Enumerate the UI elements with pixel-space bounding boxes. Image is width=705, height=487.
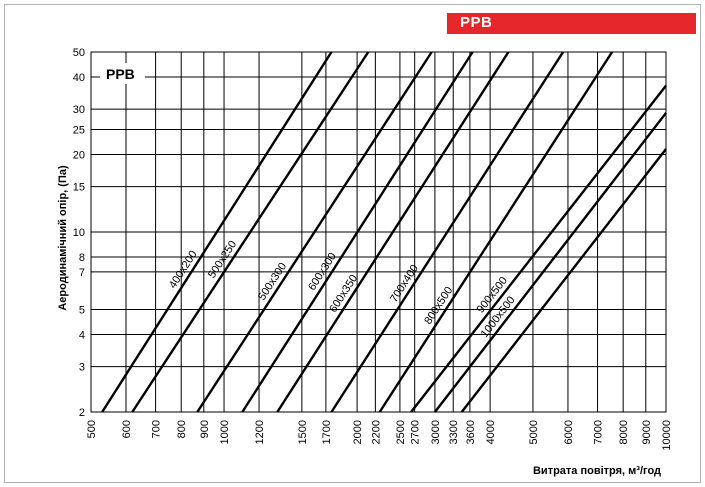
y-tick-label: 25 xyxy=(73,125,85,137)
x-tick-label: 800 xyxy=(176,420,188,438)
y-tick-label: 8 xyxy=(79,252,85,264)
series-line xyxy=(276,51,510,413)
x-tick-label: 900 xyxy=(199,420,211,438)
x-tick-label: 700 xyxy=(151,420,163,438)
x-tick-label: 2200 xyxy=(370,420,382,444)
x-tick-label: 2000 xyxy=(352,420,364,444)
plot-border xyxy=(90,51,667,413)
y-tick-label: 40 xyxy=(73,72,85,84)
x-tick-label: 1500 xyxy=(297,420,309,444)
x-tick-label: 500 xyxy=(86,420,98,438)
x-tick-label: 6000 xyxy=(563,420,575,444)
series-line xyxy=(241,51,474,413)
x-tick-label: 3600 xyxy=(465,420,477,444)
x-axis-title: Витрата повітря, м³/год xyxy=(533,465,661,477)
x-tick-label: 1000 xyxy=(219,420,231,444)
y-tick-label: 15 xyxy=(73,182,85,194)
y-tick-label: 30 xyxy=(73,104,85,116)
y-tick-label: 20 xyxy=(73,149,85,161)
y-tick-label: 7 xyxy=(79,267,85,279)
plot-label-box: PPB xyxy=(100,63,145,84)
product-tag-label: PPB xyxy=(460,14,493,31)
series-line xyxy=(378,51,614,413)
x-tick-label: 3300 xyxy=(448,420,460,444)
y-tick-label: 2 xyxy=(79,407,85,419)
x-tick-label: 1200 xyxy=(254,420,266,444)
x-tick-label: 2700 xyxy=(410,420,422,444)
x-tick-labels: 500 600 700 800 900 1000 1200 1500 1700 2000 2200 2… xyxy=(86,420,673,451)
x-tick-label: 600 xyxy=(121,420,133,438)
x-tick-label: 10000 xyxy=(661,420,673,451)
series-line xyxy=(131,51,370,413)
y-tick-labels: 2 3 4 5 7 8 10 15 20 25 30 40 50 xyxy=(73,47,85,419)
y-tick-label: 4 xyxy=(79,329,85,341)
horizontal-gridlines xyxy=(91,51,666,413)
series-line xyxy=(410,84,667,413)
x-tick-label: 4000 xyxy=(485,420,497,444)
x-tick-label: 3000 xyxy=(430,420,442,444)
y-tick-label: 50 xyxy=(73,47,85,59)
series-line xyxy=(460,148,667,413)
x-tick-label: 7000 xyxy=(593,420,605,444)
chart-frame xyxy=(4,4,701,483)
y-tick-label: 10 xyxy=(73,227,85,239)
y-tick-label: 3 xyxy=(79,362,85,374)
series-line xyxy=(433,112,667,413)
x-tick-label: 2500 xyxy=(395,420,407,444)
y-tick-label: 5 xyxy=(79,305,85,317)
plot-label: PPB xyxy=(106,66,135,82)
series-line xyxy=(196,51,433,413)
x-tick-label: 8000 xyxy=(618,420,630,444)
product-tag: PPB xyxy=(447,13,696,34)
series-line xyxy=(330,51,565,413)
x-tick-label: 9000 xyxy=(641,420,653,444)
series-line xyxy=(101,51,333,413)
x-tick-label: 1700 xyxy=(321,420,333,444)
x-tick-label: 5000 xyxy=(528,420,540,444)
y-axis-title: Аеродинамічний опір, (Па) xyxy=(57,165,69,311)
